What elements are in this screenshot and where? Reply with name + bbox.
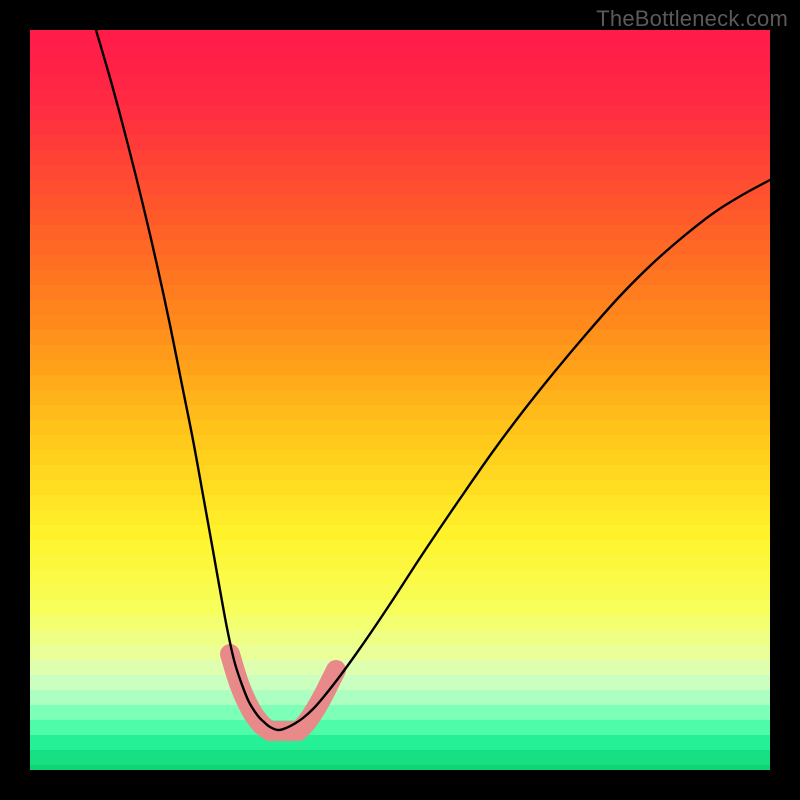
chart-plot-area — [30, 30, 770, 770]
highlight-segment — [298, 670, 336, 731]
bottleneck-curve — [96, 30, 770, 730]
watermark-text: TheBottleneck.com — [596, 6, 788, 32]
chart-curve-layer — [30, 30, 770, 770]
